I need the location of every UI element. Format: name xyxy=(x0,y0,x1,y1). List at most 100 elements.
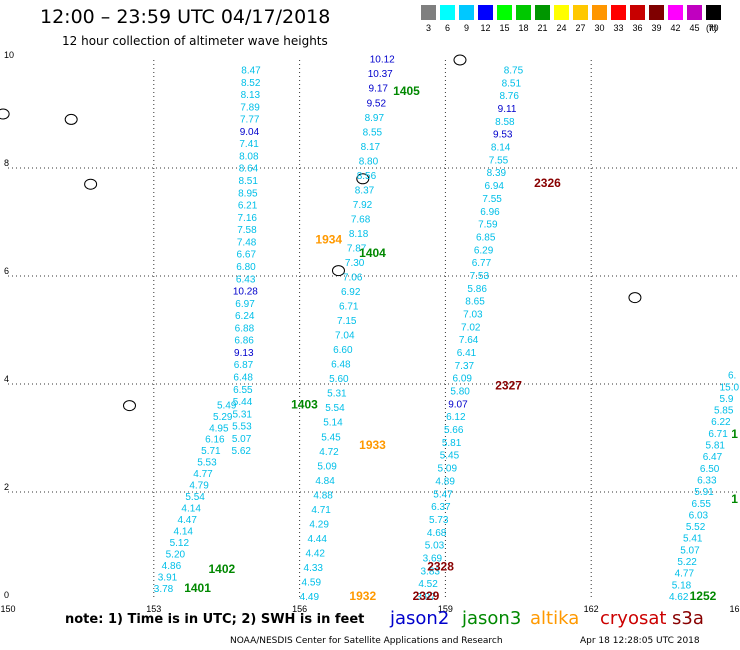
island-outline xyxy=(123,400,136,412)
color-scale-label: 30 xyxy=(594,23,605,33)
wave-height-point: 4.42 xyxy=(305,548,325,559)
wave-height-point: 6.03 xyxy=(689,510,709,521)
wave-height-point: 5.91 xyxy=(694,487,714,498)
wave-height-point: 6.86 xyxy=(234,336,254,347)
pass-time-label: 1933 xyxy=(359,438,386,452)
y-tick-label: 6 xyxy=(4,266,9,276)
wave-height-point: 5.47 xyxy=(433,489,453,500)
wave-height-point: 6.41 xyxy=(457,348,477,359)
wave-height-point: 7.77 xyxy=(240,115,260,126)
wave-height-point: 6.09 xyxy=(452,374,472,385)
wave-height-point: 6.55 xyxy=(691,499,711,510)
wave-height-point: 4.89 xyxy=(435,476,455,487)
wave-height-point: 5.14 xyxy=(323,418,343,429)
legend-jason2: jason2 xyxy=(390,608,450,629)
wave-height-point: 4.77 xyxy=(675,569,695,580)
color-scale-swatch xyxy=(478,5,493,20)
wave-height-point: 5.44 xyxy=(233,397,253,408)
wave-height-point: 7.55 xyxy=(482,194,502,205)
wave-height-point: 6.50 xyxy=(700,464,720,475)
wave-height-point: 7.02 xyxy=(461,322,481,333)
x-tick-label: 153 xyxy=(146,604,161,614)
wave-height-point: 3.91 xyxy=(158,572,178,583)
wave-height-point: 9.07 xyxy=(448,399,468,410)
wave-height-point: 6.47 xyxy=(703,452,723,463)
wave-height-point: 15.0 xyxy=(720,382,740,393)
wave-height-point: 8.52 xyxy=(241,78,261,89)
wave-height-point: 4.47 xyxy=(177,515,197,526)
legend-cryosat: cryosat xyxy=(600,608,667,629)
y-tick-label: 8 xyxy=(4,158,9,168)
wave-height-point: 8.64 xyxy=(239,164,259,175)
wave-height-point: 8.37 xyxy=(355,185,375,196)
wave-height-point: 5.45 xyxy=(440,451,460,462)
wave-height-point: 5.53 xyxy=(197,458,217,469)
wave-height-point: 7.48 xyxy=(237,237,257,248)
wave-height-point: 7.06 xyxy=(343,273,363,284)
wave-height-point: 6. xyxy=(728,371,736,382)
wave-height-point: 9.52 xyxy=(367,98,387,109)
x-tick-label: 162 xyxy=(584,604,599,614)
legend-s3a: s3a xyxy=(672,608,704,629)
wave-height-point: 6.71 xyxy=(708,429,728,440)
wave-height-point: 3.97 xyxy=(416,592,436,603)
color-scale-swatch xyxy=(592,5,607,20)
wave-height-point: 4.68 xyxy=(427,528,447,539)
color-scale-label: 33 xyxy=(613,23,624,33)
color-scale-label: 24 xyxy=(556,23,567,33)
wave-height-point: 6.37 xyxy=(431,502,451,513)
island-outline xyxy=(356,173,370,185)
wave-height-point: 8.08 xyxy=(239,151,259,162)
wave-height-point: 7.03 xyxy=(463,309,483,320)
color-scale-label: 18 xyxy=(518,23,529,33)
wave-height-point: 7.55 xyxy=(489,155,509,166)
island-outline xyxy=(331,265,345,277)
pass-time-label: 2327 xyxy=(495,378,522,392)
wave-height-point: 8.76 xyxy=(499,91,519,102)
color-scale-unit: (ft) xyxy=(706,23,717,33)
wave-height-point: 4.14 xyxy=(181,504,201,515)
wave-height-point: 6.29 xyxy=(474,245,494,256)
wave-height-point: 6.60 xyxy=(333,345,353,356)
wave-height-point: 5.07 xyxy=(232,434,252,445)
wave-height-point: 9.04 xyxy=(240,127,260,138)
wave-height-point: 5.31 xyxy=(327,389,347,400)
wave-height-point: 5.52 xyxy=(686,522,706,533)
wave-height-point: 5.22 xyxy=(677,557,697,568)
pass-time-label: 1252 xyxy=(690,589,717,603)
x-tick-label: 165 xyxy=(729,604,740,614)
wave-height-point: 6.77 xyxy=(472,258,492,269)
wave-height-point: 9.17 xyxy=(369,84,389,95)
wave-height-point: 6.55 xyxy=(233,385,253,396)
wave-height-point: 6.43 xyxy=(236,274,256,285)
wave-height-point: 6.22 xyxy=(711,417,731,428)
wave-height-point: 5.53 xyxy=(232,422,252,433)
color-scale-label: 45 xyxy=(689,23,700,33)
wave-height-point: 7.41 xyxy=(239,139,259,150)
wave-height-point: 9.13 xyxy=(234,348,254,359)
footer-note: note: 1) Time is in UTC; 2) SWH is in fe… xyxy=(65,612,365,627)
wave-height-point: 5.85 xyxy=(714,406,734,417)
wave-height-point: 8.95 xyxy=(238,188,258,199)
wave-height-point: 6.24 xyxy=(235,311,255,322)
wave-height-point: 6.97 xyxy=(235,299,255,310)
wave-height-point: 8.13 xyxy=(241,90,261,101)
pass-time-label: 2328 xyxy=(427,559,454,573)
color-scale-swatch xyxy=(649,5,664,20)
pass-time-label: 1 xyxy=(731,492,738,506)
wave-height-point: 5.81 xyxy=(442,438,462,449)
color-scale-label: 21 xyxy=(537,23,548,33)
color-scale-swatch xyxy=(554,5,569,20)
wave-height-point: 5.66 xyxy=(444,425,464,436)
wave-height-point: 4.29 xyxy=(309,519,329,530)
island-outline xyxy=(64,113,78,125)
pass-time-label: 1932 xyxy=(349,589,376,603)
wave-height-point: 5.54 xyxy=(185,492,205,503)
color-scale-swatch xyxy=(516,5,531,20)
wave-height-point: 5.86 xyxy=(467,284,487,295)
wave-height-point: 4.72 xyxy=(319,447,339,458)
wave-height-point: 10.37 xyxy=(368,69,393,80)
wave-height-point: 4.59 xyxy=(302,577,322,588)
wave-height-point: 5.45 xyxy=(321,432,341,443)
